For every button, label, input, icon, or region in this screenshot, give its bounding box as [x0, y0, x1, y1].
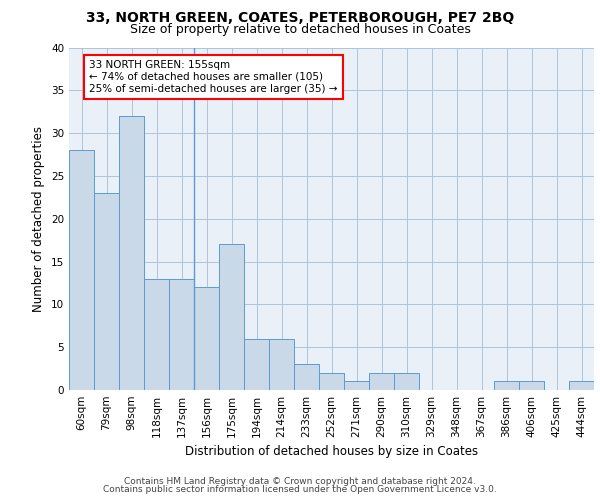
Text: Contains public sector information licensed under the Open Government Licence v3: Contains public sector information licen… [103, 485, 497, 494]
Bar [144, 278, 169, 390]
Bar [369, 373, 394, 390]
Bar [269, 338, 294, 390]
Bar [169, 278, 194, 390]
Bar [94, 193, 119, 390]
Text: 33 NORTH GREEN: 155sqm
← 74% of detached houses are smaller (105)
25% of semi-de: 33 NORTH GREEN: 155sqm ← 74% of detached… [89, 60, 337, 94]
Text: Contains HM Land Registry data © Crown copyright and database right 2024.: Contains HM Land Registry data © Crown c… [124, 477, 476, 486]
Bar [219, 244, 244, 390]
Bar [519, 382, 544, 390]
Bar [119, 116, 144, 390]
Text: Size of property relative to detached houses in Coates: Size of property relative to detached ho… [130, 22, 470, 36]
Y-axis label: Number of detached properties: Number of detached properties [32, 126, 46, 312]
Bar [319, 373, 344, 390]
Bar [69, 150, 94, 390]
Bar [494, 382, 519, 390]
Bar [394, 373, 419, 390]
Bar [344, 382, 369, 390]
Text: 33, NORTH GREEN, COATES, PETERBOROUGH, PE7 2BQ: 33, NORTH GREEN, COATES, PETERBOROUGH, P… [86, 11, 514, 25]
X-axis label: Distribution of detached houses by size in Coates: Distribution of detached houses by size … [185, 446, 478, 458]
Bar [569, 382, 594, 390]
Bar [244, 338, 269, 390]
Bar [294, 364, 319, 390]
Bar [194, 287, 219, 390]
